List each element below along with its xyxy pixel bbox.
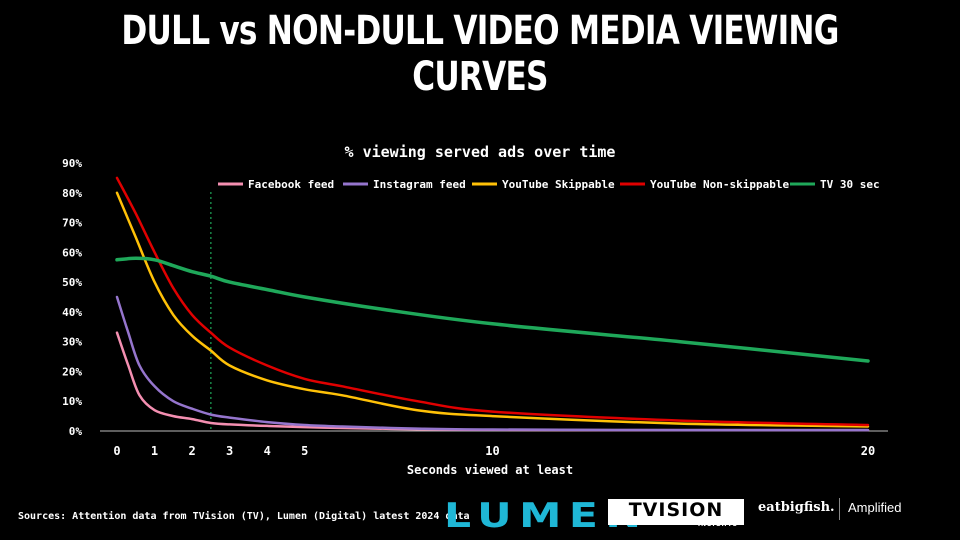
y-tick-label: 10% [62,395,82,408]
source-note: Sources: Attention data from TVision (TV… [18,511,470,522]
tvision-logo: TVISION INSIGHTS [608,499,744,528]
y-tick-label: 90% [62,157,82,170]
x-tick-label: 5 [301,444,308,458]
y-tick-label: 60% [62,246,82,259]
amplified-logo: Amplified [848,500,902,515]
chart-title: % viewing served ads over time [345,143,616,161]
legend-label: TV 30 sec [820,178,880,191]
x-tick-label: 10 [485,444,499,458]
legend: Facebook feed Instagram feed YouTube Skipp… [218,178,880,191]
y-tick-label: 0% [69,425,83,438]
y-tick-label: 20% [62,365,82,378]
x-axis-labels: 0 1 2 3 4 5 10 20 [113,444,875,458]
x-tick-label: 20 [861,444,875,458]
tvision-logo-text: TVISION [628,499,724,521]
series-line-youtube-skippable [115,191,870,428]
logo-divider [839,498,840,520]
series-line-instagram-feed [115,295,870,432]
headline: DULL vs NON-DULL VIDEO MEDIA VIEWING CUR… [121,8,839,100]
y-tick-label: 80% [62,187,82,200]
x-axis-title: Seconds viewed at least [407,463,573,477]
y-tick-label: 30% [62,336,82,349]
series-lines [115,176,870,432]
y-axis-labels: 0% 10% 20% 30% 40% 50% 60% 70% 80% 90% [62,157,82,438]
legend-label: YouTube Skippable [502,178,615,191]
y-tick-label: 40% [62,306,82,319]
series-line-tv-30-sec [115,256,870,363]
legend-label: YouTube Non-skippable [650,178,789,191]
series-line-youtube-non-skippable [115,176,870,427]
x-tick-label: 2 [188,444,195,458]
legend-label: Instagram feed [373,178,466,191]
x-tick-label: 3 [226,444,233,458]
y-tick-label: 50% [62,276,82,289]
x-tick-label: 0 [113,444,120,458]
tvision-logo-sub: INSIGHTS [697,521,738,528]
x-tick-label: 1 [151,444,158,458]
eatbigfish-logo: eatbigfish. [758,500,835,515]
line-chart: % viewing served ads over time 0% 10% 20% 3… [62,143,888,477]
legend-label: Facebook feed [248,178,334,191]
y-tick-label: 70% [62,217,82,230]
x-tick-label: 4 [264,444,271,458]
